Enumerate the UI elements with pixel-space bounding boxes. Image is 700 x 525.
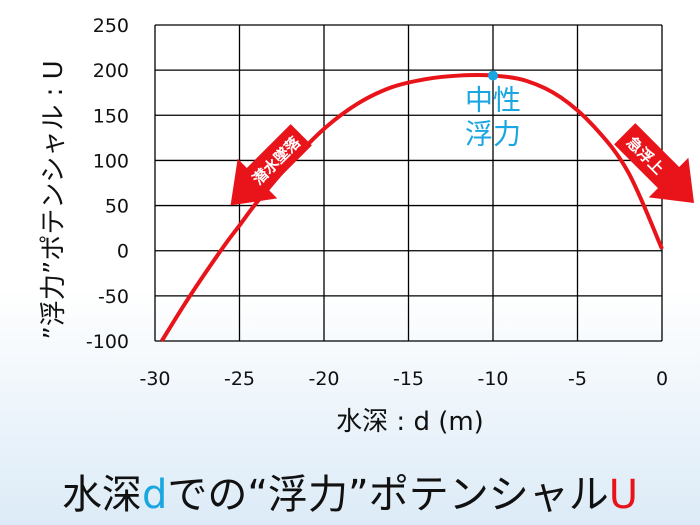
y-tick-label: -100 xyxy=(86,331,129,353)
rapid-ascent-arrow: 急浮上 xyxy=(614,123,695,204)
y-tick-label: -50 xyxy=(98,286,129,308)
rapid-ascent-arrow-shape xyxy=(614,123,695,204)
y-tick-label: 0 xyxy=(117,241,129,263)
neutral-buoyancy-point xyxy=(488,70,498,81)
x-tick-label: -5 xyxy=(568,368,587,390)
potential-curve xyxy=(160,72,664,343)
caption-part4: U xyxy=(608,472,639,518)
grid xyxy=(154,24,663,342)
x-tick-label: -25 xyxy=(224,368,255,390)
neutral-buoyancy-label-line2: 浮力 xyxy=(465,118,521,151)
dive-fall-arrow-shape xyxy=(230,124,312,206)
x-tick-label: -10 xyxy=(477,368,508,390)
x-tick-label: -15 xyxy=(393,368,424,390)
y-tick-label: 200 xyxy=(93,60,129,82)
x-tick-label: -20 xyxy=(308,368,339,390)
dive-fall-arrow: 潜水墜落 xyxy=(230,124,312,206)
x-axis-label: 水深 : d (m) xyxy=(336,407,484,437)
x-tick-label: 0 xyxy=(656,368,668,390)
caption-part1: 水深 xyxy=(61,472,142,518)
neutral-buoyancy-label-line1: 中性 xyxy=(465,84,521,117)
y-tick-labels: -100 -50 0 50 100 150 200 250 xyxy=(86,15,129,353)
y-tick-label: 150 xyxy=(93,105,129,127)
caption-part3: での“浮力”ポテンシャル xyxy=(167,472,609,518)
y-tick-label: 50 xyxy=(105,196,129,218)
y-tick-label: 100 xyxy=(93,150,129,172)
x-tick-labels: -30 -25 -20 -15 -10 -5 0 xyxy=(139,368,668,390)
slide-caption: 水深dでの“浮力”ポテンシャルU xyxy=(0,462,700,520)
y-tick-label: 250 xyxy=(93,15,129,37)
caption-part2: d xyxy=(141,472,168,518)
y-axis-label: ”浮力”ポテンシャル : U xyxy=(39,60,69,339)
x-tick-label: -30 xyxy=(139,368,170,390)
